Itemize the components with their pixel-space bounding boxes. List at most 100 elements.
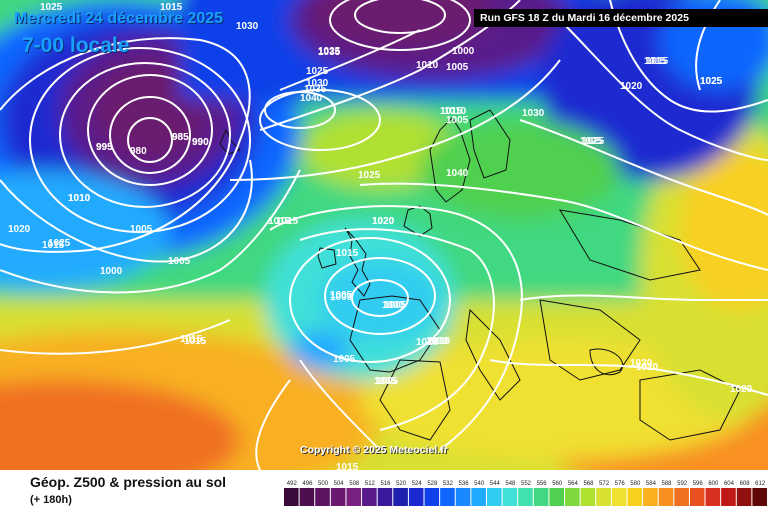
scale-color-swatch (440, 488, 455, 506)
pressure-label: 1020 (630, 358, 653, 369)
scale-tick-label: 568 (583, 481, 594, 487)
scale-color-swatch (549, 488, 565, 506)
scale-color-swatch (565, 488, 580, 506)
copyright-text: Copyright © 2025 Meteociel.fr (300, 444, 448, 456)
scale-color-swatch (705, 488, 721, 506)
pressure-label: 1030 (522, 108, 545, 119)
scale-tick-label: 572 (599, 481, 610, 487)
scale-tick-label: 596 (693, 481, 704, 487)
scale-color-swatch (330, 488, 346, 506)
scale-color-swatch (502, 488, 518, 506)
scale-color-swatch (346, 488, 362, 506)
forecast-lead-time: (+ 180h) (30, 494, 72, 506)
pressure-label: 995 (96, 142, 113, 153)
pressure-label: 1005 (446, 115, 469, 126)
scale-color-swatch (736, 488, 752, 506)
scale-tick-label: 600 (708, 481, 719, 487)
scale-tick-label: 564 (568, 481, 579, 487)
scale-color-swatch (627, 488, 643, 506)
scale-color-swatch (471, 488, 486, 506)
pressure-label: 1025 (358, 170, 381, 181)
scale-tick-label: 588 (662, 481, 673, 487)
geopotential-field (0, 0, 768, 470)
scale-tick-label: 560 (552, 481, 563, 487)
pressure-label: 1010 (68, 193, 91, 204)
scale-color-swatch (752, 488, 767, 506)
local-time: 7-00 locale (22, 34, 130, 57)
color-scale-legend: 492 496 500 504 508 512 516 520 524 528 532 536 540 5… (284, 481, 767, 506)
scale-tick-label: 536 (459, 481, 470, 487)
pressure-label: 1015 (184, 336, 207, 347)
scale-color-swatch (658, 488, 674, 506)
scale-tick-label: 548 (505, 481, 516, 487)
scale-tick-label: 508 (349, 481, 360, 487)
scale-tick-label: 528 (427, 481, 438, 487)
pressure-label: 1020 (730, 384, 753, 395)
scale-color-swatch (299, 488, 315, 506)
scale-tick-label: 496 (302, 481, 313, 487)
pressure-label: 1000 (382, 300, 405, 311)
pressure-label: 1020 (620, 81, 643, 92)
pressure-label: 1015 (336, 462, 359, 470)
scale-color-swatch (674, 488, 689, 506)
pressure-label: 1025 (700, 76, 723, 87)
scale-color-swatch (377, 488, 393, 506)
pressure-label: 1005 (333, 354, 356, 365)
pressure-label: 1010 (416, 60, 439, 71)
scale-tick-label: 520 (396, 481, 407, 487)
pressure-label: 1035 (304, 84, 327, 95)
pressure-label: 1015 (268, 216, 291, 227)
scale-color-swatch (611, 488, 627, 506)
coastlines (219, 109, 741, 441)
pressure-label: 990 (192, 137, 209, 148)
pressure-label: 1030 (236, 21, 259, 32)
pressure-label: 995 (96, 142, 113, 153)
pressure-label: 980 (130, 146, 147, 157)
scale-color-swatch (689, 488, 705, 506)
pressure-label: 1010 (426, 336, 449, 347)
scale-color-swatch (518, 488, 533, 506)
pressure-label: 1015 (180, 334, 203, 345)
pressure-label: 1000 (100, 266, 123, 277)
pressure-label: 1025 (582, 136, 605, 147)
scale-tick-label: 524 (412, 481, 423, 487)
pressure-label: 1010 (444, 106, 467, 117)
scale-color-swatch (486, 488, 502, 506)
pressure-label: 1005 (376, 376, 399, 387)
pressure-label: 1005 (374, 376, 397, 387)
pressure-label: 1015 (276, 216, 299, 227)
scale-tick-label: 516 (380, 481, 391, 487)
scale-tick-label: 540 (474, 481, 485, 487)
scale-tick-label: 500 (318, 481, 329, 487)
pressure-label: 1025 (306, 66, 329, 77)
scale-tick-label: 608 (740, 481, 751, 487)
scale-color-swatch (721, 488, 736, 506)
scale-tick-label: 612 (755, 481, 766, 487)
pressure-label: 1015 (160, 2, 183, 13)
scale-tick-label: 504 (334, 481, 345, 487)
isobars (0, 0, 768, 470)
pressure-label: 1020 (636, 362, 659, 373)
scale-tick-label: 544 (490, 481, 501, 487)
scale-tick-label: 604 (724, 481, 735, 487)
pressure-label: 1015 (644, 56, 667, 67)
pressure-label: 1005 (330, 290, 353, 301)
pressure-label: 1010 (416, 337, 439, 348)
scale-tick-label: 592 (677, 481, 688, 487)
scale-color-swatch (455, 488, 471, 506)
pressure-label: 1005 (168, 256, 191, 267)
pressure-label: 1015 (646, 56, 669, 67)
pressure-label: 985 (172, 132, 189, 143)
scale-tick-label: 512 (365, 481, 376, 487)
pressure-label: 1010 (428, 336, 451, 347)
scale-color-swatch (284, 488, 299, 506)
scale-color-swatch (533, 488, 549, 506)
pressure-label: 1030 (306, 78, 329, 89)
pressure-label: 990 (192, 137, 209, 148)
pressure-label: 1040 (446, 168, 469, 179)
scale-color-swatch (643, 488, 658, 506)
pressure-label: 1040 (300, 93, 323, 104)
scale-color-swatch (580, 488, 596, 506)
pressure-label: 1015 (42, 240, 65, 251)
